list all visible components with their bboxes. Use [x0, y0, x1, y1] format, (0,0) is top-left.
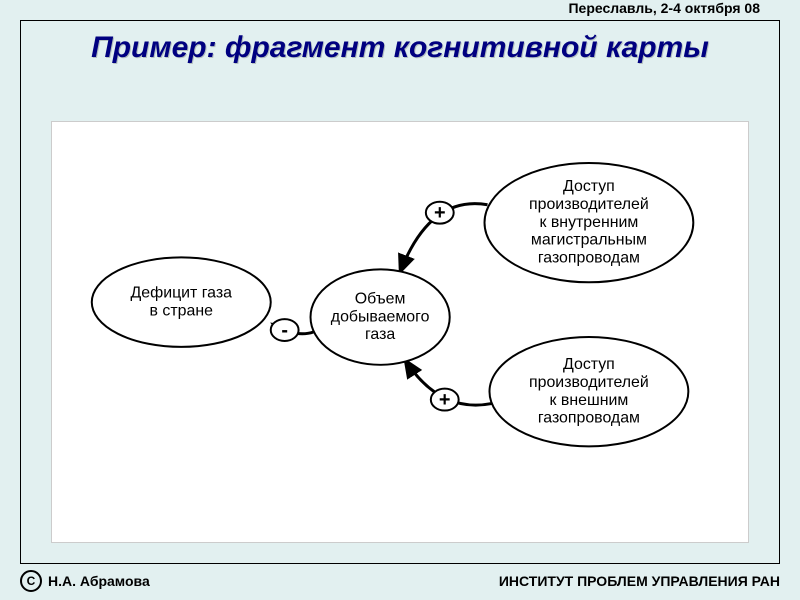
page-title: Пример: фрагмент когнитивной карты — [21, 31, 779, 65]
footer-author: Н.А. Абрамова — [48, 573, 150, 589]
edge-sign-internal-volume: + — [426, 202, 454, 224]
edge-sign-external-volume: + — [431, 389, 459, 411]
content-frame: Пример: фрагмент когнитивной карты Дефиц… — [20, 20, 780, 564]
edge-sign-volume-deficit: - — [271, 319, 299, 341]
node-internal: Доступпроизводителейк внутренниммагистра… — [485, 163, 694, 282]
diagram-svg: Дефицит газав стране Объемдобываемогогаза… — [52, 122, 748, 542]
cognitive-map-diagram: Дефицит газав стране Объемдобываемогогаза… — [51, 121, 749, 543]
svg-text:Объем: Объем — [355, 290, 406, 307]
svg-text:магистральным: магистральным — [531, 232, 647, 249]
svg-text:к внутренним: к внутренним — [539, 214, 638, 231]
svg-text:+: + — [434, 202, 446, 224]
svg-text:-: - — [281, 319, 288, 341]
footer: C Н.А. Абрамова ИНСТИТУТ ПРОБЛЕМ УПРАВЛЕ… — [20, 570, 780, 592]
footer-institute: ИНСТИТУТ ПРОБЛЕМ УПРАВЛЕНИЯ РАН — [499, 573, 780, 589]
svg-text:газа: газа — [365, 326, 395, 343]
svg-text:+: + — [439, 389, 451, 411]
node-volume: Объемдобываемогогаза — [311, 269, 450, 364]
node-deficit: Дефицит газав стране — [92, 257, 271, 346]
svg-text:в стране: в стране — [150, 302, 214, 319]
node-external: Доступпроизводителейк внешнимгазопровода… — [489, 337, 688, 446]
svg-text:газопроводам: газопроводам — [538, 250, 640, 267]
svg-text:производителей: производителей — [529, 196, 649, 213]
svg-text:Дефицит газа: Дефицит газа — [131, 284, 233, 301]
svg-text:Доступ: Доступ — [563, 178, 615, 195]
header-location-date: Переславль, 2-4 октября 08 — [568, 0, 760, 16]
svg-text:газопроводам: газопроводам — [538, 410, 640, 427]
copyright-icon: C — [20, 570, 42, 592]
footer-left: C Н.А. Абрамова — [20, 570, 150, 592]
svg-text:добываемого: добываемого — [331, 308, 430, 325]
svg-text:производителей: производителей — [529, 374, 649, 391]
slide: Переславль, 2-4 октября 08 Пример: фрагм… — [0, 0, 800, 600]
svg-text:к внешним: к внешним — [550, 392, 629, 409]
svg-text:Доступ: Доступ — [563, 356, 615, 373]
